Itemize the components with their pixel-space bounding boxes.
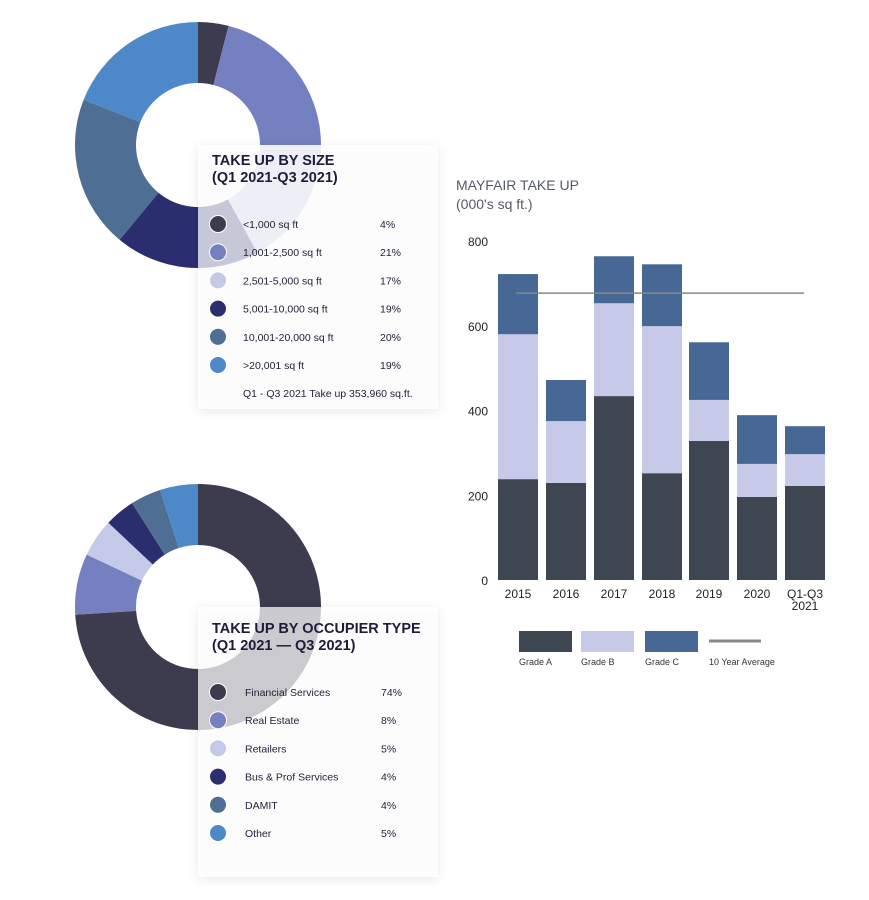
chart-subtitle: (Q1 2021-Q3 2021): [212, 170, 338, 186]
y-tick-label: 0: [481, 574, 488, 588]
legend-swatch: [209, 356, 227, 374]
bar-segment-grade-c: [689, 342, 729, 400]
donut-slice: [108, 503, 165, 565]
legend-swatch: [209, 683, 227, 701]
legend-label: <1,000 sq ft: [243, 219, 298, 231]
legend-label: DAMIT: [245, 800, 278, 812]
legend-swatch: [519, 631, 572, 652]
legend-label: Grade C: [645, 657, 680, 667]
legend-value: 5%: [381, 828, 396, 840]
y-tick-label: 600: [468, 320, 488, 334]
bar-segment-grade-a: [689, 441, 729, 580]
legend-swatch: [209, 824, 227, 842]
legend-swatch: [209, 795, 227, 814]
bar-segment-grade-c: [594, 256, 634, 304]
legend-value: 4%: [381, 772, 396, 784]
legend-label: Grade B: [581, 657, 615, 667]
donut-chart-occupier: TAKE UP BY OCCUPIER TYPE(Q1 2021 — Q3 20…: [75, 484, 438, 877]
legend-swatch: [209, 299, 227, 318]
legend-swatch: [209, 711, 227, 730]
legend-label: Retailers: [245, 743, 286, 755]
legend-label: 1,001-2,500 sq ft: [243, 247, 322, 259]
legend-label: 10 Year Average: [709, 657, 775, 667]
legend-swatch: [209, 327, 227, 346]
legend-label: Grade A: [519, 657, 552, 667]
x-tick-label: 2019: [696, 587, 723, 601]
legend-swatch: [209, 767, 227, 786]
chart-subtitle: (000's sq ft.): [456, 196, 533, 212]
bar-segment-grade-c: [737, 415, 777, 464]
legend-value: 20%: [380, 332, 401, 344]
x-tick-label: 2021: [792, 599, 819, 613]
legend-label: >20,001 sq ft: [243, 360, 304, 372]
bar-segment-grade-a: [785, 485, 825, 580]
donut-slice: [83, 22, 198, 123]
bar-segment-grade-a: [737, 496, 777, 580]
legend-value: 74%: [381, 687, 402, 699]
legend-value: 4%: [381, 800, 396, 812]
bar-segment-grade-a: [594, 396, 634, 580]
legend-label: Real Estate: [245, 715, 299, 727]
legend-value: 19%: [380, 360, 401, 372]
legend-label: 10,001-20,000 sq ft: [243, 332, 334, 344]
bar-segment-grade-a: [546, 482, 586, 580]
legend-label: Other: [245, 828, 272, 840]
legend-value: 17%: [380, 275, 401, 287]
y-tick-label: 400: [468, 405, 488, 419]
x-tick-label: 2017: [601, 587, 628, 601]
x-tick-label: 2018: [649, 587, 676, 601]
legend-value: 21%: [380, 247, 401, 259]
legend-value: 8%: [381, 715, 396, 727]
bar-segment-grade-b: [546, 421, 586, 483]
bar-segment-grade-a: [642, 473, 682, 580]
legend-swatch: [209, 215, 227, 233]
y-tick-label: 200: [468, 489, 488, 503]
donut-slice: [74, 99, 159, 240]
donut-slice: [75, 554, 142, 615]
legend-value: 4%: [380, 219, 395, 231]
legend-swatch: [209, 243, 227, 262]
donut-chart-size: TAKE UP BY SIZE(Q1 2021-Q3 2021) <1,000 s…: [74, 22, 438, 409]
bar-segment-grade-b: [642, 326, 682, 474]
donut-slice: [213, 25, 321, 145]
legend-value: 19%: [380, 304, 401, 316]
legend-label: Bus & Prof Services: [245, 772, 338, 784]
legend-swatch: [209, 739, 227, 758]
bar-segment-grade-a: [498, 479, 538, 580]
legend-panel: [198, 145, 438, 409]
bar-segment-grade-b: [737, 463, 777, 497]
bar-segment-grade-c: [642, 264, 682, 327]
donut-slice: [159, 484, 198, 549]
chart-title: TAKE UP BY SIZE: [212, 153, 335, 169]
chart-title: MAYFAIR TAKE UP: [456, 177, 579, 193]
legend-swatch: [645, 631, 698, 652]
chart-subtitle: (Q1 2021 — Q3 2021): [212, 638, 356, 654]
bar-segment-grade-b: [498, 334, 538, 480]
bar-segment-grade-b: [785, 454, 825, 486]
legend-swatch: [581, 631, 634, 652]
bar-segment-grade-b: [689, 399, 729, 442]
bar-segment-grade-c: [785, 426, 825, 455]
bar-segment-grade-c: [498, 274, 538, 335]
y-tick-label: 800: [468, 235, 488, 249]
legend-panel: [198, 607, 438, 877]
legend-label: Financial Services: [245, 687, 330, 699]
donut-slice: [132, 490, 179, 555]
legend-label: 5,001-10,000 sq ft: [243, 304, 328, 316]
bar-segment-grade-b: [594, 303, 634, 397]
legend-swatch: [209, 271, 227, 290]
x-tick-label: 2015: [505, 587, 532, 601]
bar-segment-grade-c: [546, 379, 586, 422]
take-up-total-note: Q1 - Q3 2021 Take up 353,960 sq.ft.: [243, 388, 413, 400]
donut-slice: [198, 22, 229, 85]
legend-label: 2,501-5,000 sq ft: [243, 275, 322, 287]
x-tick-label: Q1-Q3: [787, 587, 823, 601]
donut-slice: [86, 522, 153, 581]
x-tick-label: 2016: [553, 587, 580, 601]
chart-title: TAKE UP BY OCCUPIER TYPE: [212, 621, 421, 637]
legend-value: 5%: [381, 743, 396, 755]
bar-chart-mayfair: MAYFAIR TAKE UP (000's sq ft.) 0 200 400 600 8…: [456, 177, 825, 667]
x-tick-label: 2020: [744, 587, 771, 601]
